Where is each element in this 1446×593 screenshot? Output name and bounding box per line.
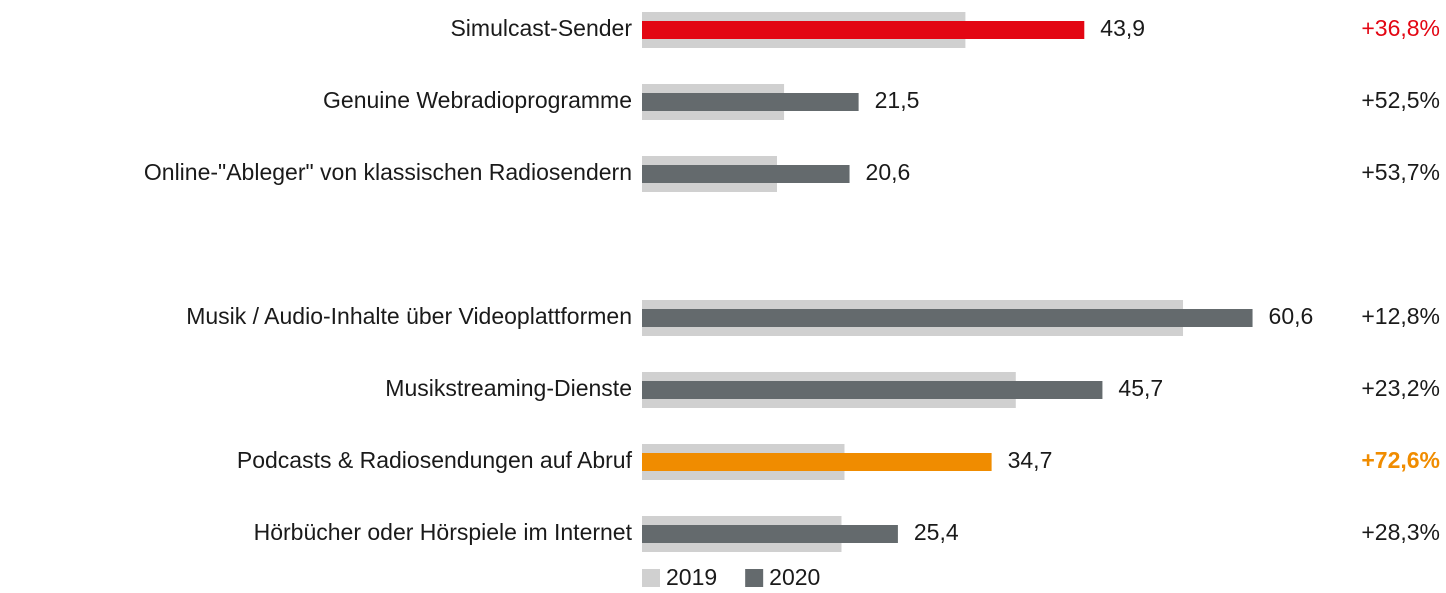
change-label: +52,5% bbox=[1361, 87, 1440, 113]
legend-label: 2019 bbox=[666, 564, 717, 590]
category-label: Podcasts & Radiosendungen auf Abruf bbox=[237, 447, 633, 473]
change-label: +72,6% bbox=[1361, 447, 1440, 473]
category-label: Musik / Audio-Inhalte über Videoplattfor… bbox=[186, 303, 632, 329]
value-label: 21,5 bbox=[875, 87, 920, 113]
legend-swatch bbox=[745, 569, 764, 587]
change-label: +36,8% bbox=[1361, 15, 1440, 41]
bar-2020 bbox=[642, 165, 850, 183]
change-label: +12,8% bbox=[1361, 303, 1440, 329]
category-label: Genuine Webradioprogramme bbox=[323, 87, 632, 113]
legend-label: 2020 bbox=[769, 564, 820, 590]
value-label: 43,9 bbox=[1100, 15, 1145, 41]
legend-swatch bbox=[642, 569, 660, 587]
bar-2020 bbox=[642, 93, 859, 111]
value-label: 45,7 bbox=[1118, 375, 1163, 401]
bar-2020 bbox=[642, 381, 1103, 399]
bar-2020 bbox=[642, 453, 992, 471]
category-label: Musikstreaming-Dienste bbox=[385, 375, 632, 401]
bar-2020 bbox=[642, 309, 1253, 327]
value-label: 25,4 bbox=[914, 519, 959, 545]
value-label: 60,6 bbox=[1269, 303, 1314, 329]
change-label: +23,2% bbox=[1361, 375, 1440, 401]
category-label: Simulcast-Sender bbox=[450, 15, 632, 41]
category-label: Online-"Ableger" von klassischen Radiose… bbox=[144, 159, 632, 185]
change-label: +28,3% bbox=[1361, 519, 1440, 545]
bar-2020 bbox=[642, 21, 1085, 39]
change-label: +53,7% bbox=[1361, 159, 1440, 185]
bar-2020 bbox=[642, 525, 898, 543]
value-label: 20,6 bbox=[866, 159, 911, 185]
value-label: 34,7 bbox=[1008, 447, 1053, 473]
category-label: Hörbücher oder Hörspiele im Internet bbox=[254, 519, 633, 545]
